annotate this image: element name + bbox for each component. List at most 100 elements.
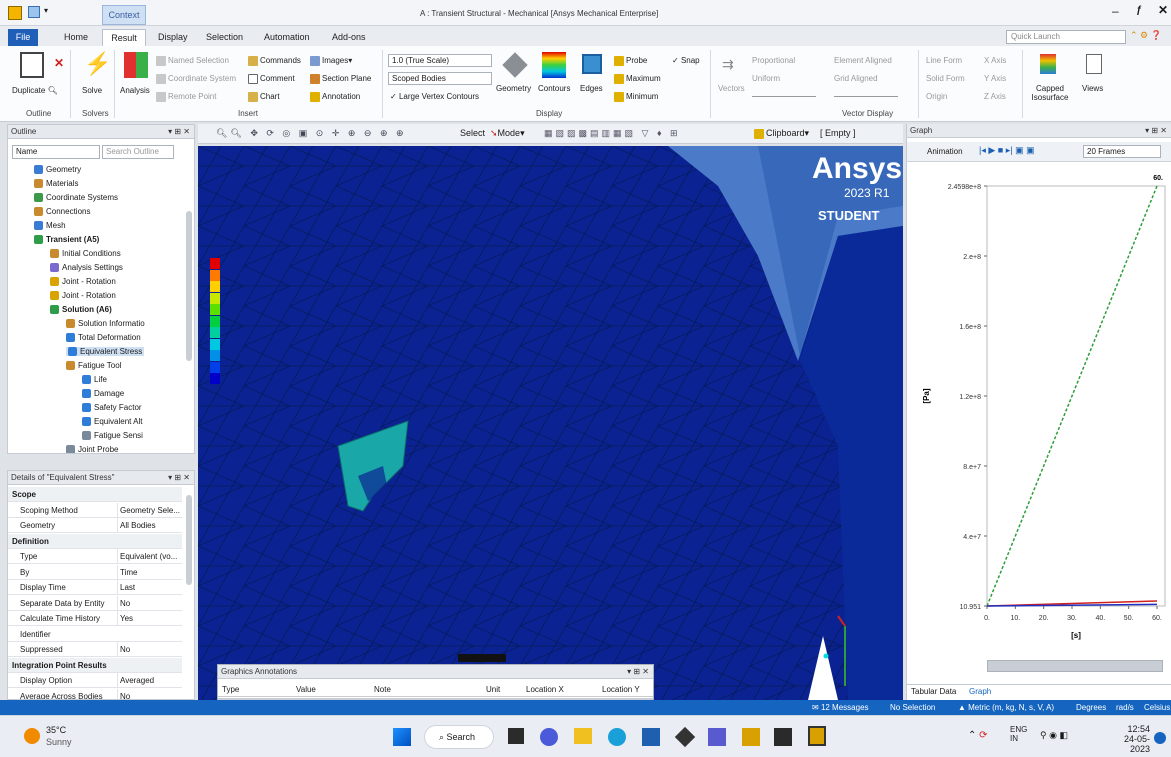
outline-item[interactable]: Equivalent Stress: [66, 347, 145, 357]
quick-launch-input[interactable]: Quick Launch: [1006, 30, 1126, 44]
images-button[interactable]: Images▾: [310, 56, 352, 66]
tab-selection[interactable]: Selection: [206, 32, 244, 42]
property-value[interactable]: All Bodies: [117, 518, 182, 533]
messages-status[interactable]: ✉ 12 Messages: [812, 703, 869, 712]
outline-item[interactable]: Solution (A6): [50, 305, 112, 315]
maximum-button[interactable]: Maximum: [614, 74, 661, 84]
snap-checkbox[interactable]: ✓ Snap: [672, 56, 700, 65]
units-status[interactable]: ▲ Metric (m, kg, N, s, V, A): [958, 703, 1055, 712]
outline-item[interactable]: Life: [82, 375, 107, 385]
panel-pin-close-icons[interactable]: ▾ ⊞ ✕: [627, 667, 649, 676]
tab-automation[interactable]: Automation: [264, 32, 310, 42]
property-value[interactable]: No: [117, 595, 182, 611]
property-value[interactable]: No: [117, 688, 182, 699]
z-axis-button[interactable]: Z Axis: [984, 92, 1006, 101]
grid-density-slider[interactable]: [834, 96, 898, 97]
edge-icon[interactable]: [608, 728, 626, 746]
solid-form-button[interactable]: Solid Form: [926, 74, 965, 83]
property-value[interactable]: Equivalent (vo...: [117, 549, 182, 564]
outline-item[interactable]: Solution Informatio: [66, 319, 145, 329]
restore-icon[interactable]: ƒ: [1136, 5, 1142, 16]
vectors-icon[interactable]: ⇉: [722, 56, 734, 72]
vectors-button[interactable]: Vectors: [718, 84, 745, 93]
language-indicator[interactable]: ENG IN: [1010, 725, 1028, 743]
selection-filter-icons[interactable]: ▦▧▨▩▤▥▦▧ ▽ ♦ ⊞: [544, 128, 681, 138]
frames-combo[interactable]: 20 Frames: [1083, 145, 1161, 158]
tray-overflow-icon[interactable]: ⌃ ⟳: [968, 730, 988, 741]
x-axis-button[interactable]: X Axis: [984, 56, 1007, 65]
delete-icon[interactable]: ✕: [54, 56, 65, 70]
solve-button[interactable]: Solve: [82, 86, 103, 95]
probe-button[interactable]: Probe: [614, 56, 647, 66]
ansys-taskbar-icon[interactable]: [742, 728, 760, 746]
help-icons[interactable]: ⌃ ⚙ ❓: [1130, 30, 1162, 40]
chat-icon[interactable]: [540, 728, 558, 746]
rads-status[interactable]: rad/s: [1116, 703, 1134, 712]
outline-item[interactable]: Coordinate Systems: [34, 193, 118, 203]
panel-pin-close-icons[interactable]: ▾ ⊞ ✕: [168, 127, 190, 136]
outline-item[interactable]: Analysis Settings: [50, 263, 123, 273]
panel-pin-close-icons[interactable]: ▾ ⊞ ✕: [1145, 126, 1167, 135]
scale-combo[interactable]: 1.0 (True Scale): [388, 54, 492, 67]
tab-graph[interactable]: Graph: [969, 687, 992, 696]
weather-icon[interactable]: [24, 728, 40, 744]
tab-result[interactable]: Result: [102, 29, 146, 46]
outline-item[interactable]: Transient (A5): [34, 235, 99, 245]
commands-button[interactable]: Commands: [248, 56, 301, 66]
outline-item[interactable]: Joint - Rotation: [50, 291, 116, 301]
views-button[interactable]: Views: [1082, 84, 1104, 93]
clipboard-button[interactable]: Clipboard▾: [754, 128, 809, 139]
notification-icon[interactable]: [1154, 732, 1166, 744]
duplicate-icon[interactable]: [20, 52, 44, 78]
geometry-button[interactable]: Geometry: [496, 84, 532, 93]
edges-icon[interactable]: [582, 54, 602, 74]
element-aligned-button[interactable]: Element Aligned: [834, 56, 892, 65]
outline-item[interactable]: Total Deformation: [66, 333, 141, 343]
property-value[interactable]: Time: [117, 564, 182, 580]
details-scrollbar[interactable]: [186, 495, 192, 585]
grid-aligned-button[interactable]: Grid Aligned: [834, 74, 878, 83]
solve-icon[interactable]: ⚡: [84, 51, 112, 76]
proportional-button[interactable]: Proportional: [752, 56, 796, 65]
outline-item[interactable]: Joint Probe: [66, 445, 118, 453]
minimum-button[interactable]: Minimum: [614, 92, 658, 102]
close-icon[interactable]: ✕: [1158, 3, 1169, 17]
property-value[interactable]: Averaged: [117, 673, 182, 688]
named-selection-button[interactable]: Named Selection: [156, 56, 229, 66]
celsius-status[interactable]: Celsius: [1144, 703, 1171, 712]
scope-combo[interactable]: Scoped Bodies: [388, 72, 492, 85]
large-vertex-checkbox[interactable]: ✓ Large Vertex Contours: [390, 92, 479, 101]
outline-item[interactable]: Initial Conditions: [50, 249, 121, 259]
mechanical-taskbar-icon[interactable]: [808, 726, 826, 746]
analysis-button[interactable]: Analysis: [120, 86, 150, 95]
minimize-icon[interactable]: –: [1112, 4, 1119, 18]
property-value[interactable]: Yes: [117, 611, 182, 626]
tray-icons[interactable]: ⚲ ◉ ◧: [1040, 730, 1068, 740]
details-section[interactable]: Definition: [8, 533, 182, 549]
outline-scrollbar[interactable]: [186, 211, 192, 361]
outline-item[interactable]: Fatigue Sensi: [82, 431, 143, 441]
app-icon-dark[interactable]: [774, 728, 792, 746]
save-icon[interactable]: [28, 6, 40, 18]
panel-pin-close-icons[interactable]: ▾ ⊞ ✕: [168, 473, 190, 482]
mode-button[interactable]: ➘Mode▾: [490, 128, 525, 138]
remote-point-button[interactable]: Remote Point: [156, 92, 216, 102]
section-plane-button[interactable]: Section Plane: [310, 74, 371, 84]
select-button[interactable]: Select: [460, 128, 486, 138]
property-value[interactable]: No: [117, 642, 182, 657]
edges-button[interactable]: Edges: [580, 84, 603, 93]
views-icon[interactable]: [1086, 54, 1102, 74]
tab-display[interactable]: Display: [158, 32, 188, 42]
degrees-status[interactable]: Degrees: [1076, 703, 1107, 712]
graph-chart[interactable]: 10.951 4.e+7 8.e+7 1.2e+8 1.6e+8 2.e+8 2.4598e…: [907, 164, 1171, 676]
outline-item[interactable]: Mesh: [34, 221, 66, 231]
uniform-button[interactable]: Uniform: [752, 74, 781, 83]
windows-start-icon[interactable]: [393, 728, 411, 746]
graphics-viewport[interactable]: Ansys 2023 R1 STUDENT: [198, 146, 903, 700]
outline-item[interactable]: Materials: [34, 179, 78, 189]
outline-item[interactable]: Equivalent Alt: [82, 417, 142, 427]
time-scrubber[interactable]: [987, 660, 1163, 672]
tab-file[interactable]: File: [8, 29, 38, 46]
origin-button[interactable]: Origin: [926, 92, 948, 101]
property-value[interactable]: Last: [117, 580, 182, 595]
